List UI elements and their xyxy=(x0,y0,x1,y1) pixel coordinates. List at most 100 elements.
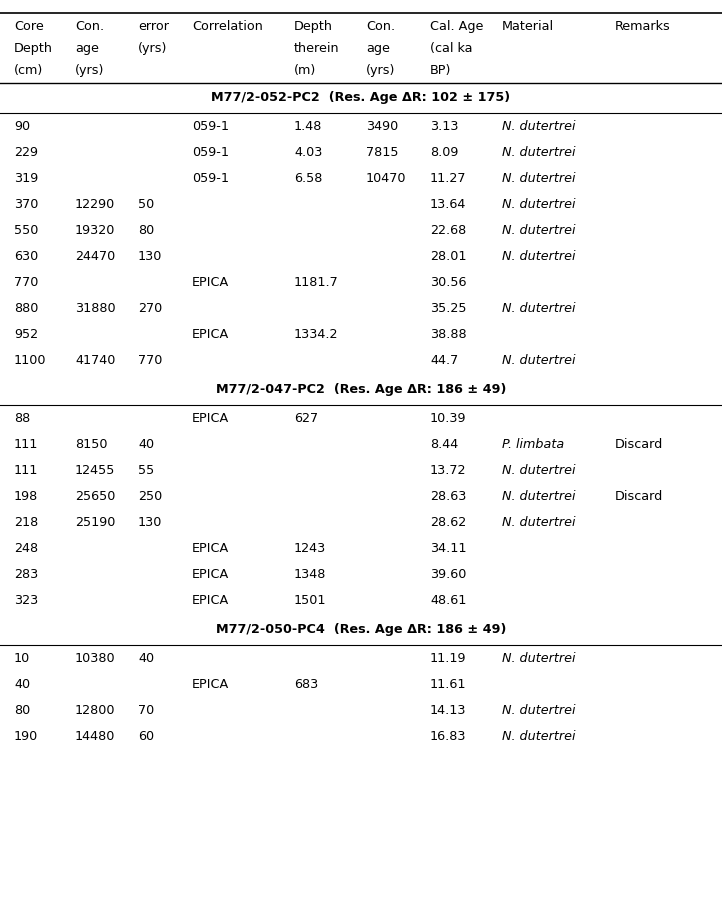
Text: N. dutertrei: N. dutertrei xyxy=(502,463,575,477)
Text: Remarks: Remarks xyxy=(615,20,671,33)
Text: 11.27: 11.27 xyxy=(430,172,466,185)
Text: 50: 50 xyxy=(138,198,155,210)
Text: 1243: 1243 xyxy=(294,542,326,554)
Text: 12800: 12800 xyxy=(75,703,116,716)
Text: 10: 10 xyxy=(14,651,30,665)
Text: age: age xyxy=(75,42,99,55)
Text: 10.39: 10.39 xyxy=(430,412,466,424)
Text: (cm): (cm) xyxy=(14,64,43,77)
Text: 3.13: 3.13 xyxy=(430,120,458,133)
Text: 88: 88 xyxy=(14,412,30,424)
Text: 14480: 14480 xyxy=(75,730,116,742)
Text: 25650: 25650 xyxy=(75,489,116,502)
Text: 880: 880 xyxy=(14,302,38,314)
Text: 19320: 19320 xyxy=(75,224,116,237)
Text: Discard: Discard xyxy=(615,489,664,502)
Text: N. dutertrei: N. dutertrei xyxy=(502,198,575,210)
Text: Material: Material xyxy=(502,20,554,33)
Text: EPICA: EPICA xyxy=(192,677,230,690)
Text: 059-1: 059-1 xyxy=(192,146,229,159)
Text: 44.7: 44.7 xyxy=(430,354,458,367)
Text: Con.: Con. xyxy=(366,20,395,33)
Text: therein: therein xyxy=(294,42,339,55)
Text: 34.11: 34.11 xyxy=(430,542,466,554)
Text: N. dutertrei: N. dutertrei xyxy=(502,703,575,716)
Text: 12455: 12455 xyxy=(75,463,116,477)
Text: 770: 770 xyxy=(14,275,38,289)
Text: 40: 40 xyxy=(138,438,154,451)
Text: 28.01: 28.01 xyxy=(430,250,466,263)
Text: 130: 130 xyxy=(138,516,162,528)
Text: 11.61: 11.61 xyxy=(430,677,466,690)
Text: 319: 319 xyxy=(14,172,38,185)
Text: 1348: 1348 xyxy=(294,567,326,581)
Text: 39.60: 39.60 xyxy=(430,567,466,581)
Text: 270: 270 xyxy=(138,302,162,314)
Text: 38.88: 38.88 xyxy=(430,328,466,340)
Text: 130: 130 xyxy=(138,250,162,263)
Text: 952: 952 xyxy=(14,328,38,340)
Text: 40: 40 xyxy=(14,677,30,690)
Text: Depth: Depth xyxy=(14,42,53,55)
Text: N. dutertrei: N. dutertrei xyxy=(502,120,575,133)
Text: 1334.2: 1334.2 xyxy=(294,328,339,340)
Text: (cal ka: (cal ka xyxy=(430,42,472,55)
Text: 24470: 24470 xyxy=(75,250,116,263)
Text: M77/2-050-PC4  (Res. Age ΔR: 186 ± 49): M77/2-050-PC4 (Res. Age ΔR: 186 ± 49) xyxy=(216,622,506,636)
Text: N. dutertrei: N. dutertrei xyxy=(502,172,575,185)
Text: EPICA: EPICA xyxy=(192,542,230,554)
Text: 1181.7: 1181.7 xyxy=(294,275,339,289)
Text: 30.56: 30.56 xyxy=(430,275,466,289)
Text: 323: 323 xyxy=(14,593,38,606)
Text: 630: 630 xyxy=(14,250,38,263)
Text: 3490: 3490 xyxy=(366,120,399,133)
Text: N. dutertrei: N. dutertrei xyxy=(502,302,575,314)
Text: N. dutertrei: N. dutertrei xyxy=(502,250,575,263)
Text: 8.09: 8.09 xyxy=(430,146,458,159)
Text: 40: 40 xyxy=(138,651,154,665)
Text: Con.: Con. xyxy=(75,20,104,33)
Text: BP): BP) xyxy=(430,64,451,77)
Text: 1.48: 1.48 xyxy=(294,120,323,133)
Text: 13.64: 13.64 xyxy=(430,198,466,210)
Text: 283: 283 xyxy=(14,567,38,581)
Text: 14.13: 14.13 xyxy=(430,703,466,716)
Text: 10470: 10470 xyxy=(366,172,406,185)
Text: error: error xyxy=(138,20,169,33)
Text: 4.03: 4.03 xyxy=(294,146,323,159)
Text: 683: 683 xyxy=(294,677,318,690)
Text: 22.68: 22.68 xyxy=(430,224,466,237)
Text: 111: 111 xyxy=(14,438,38,451)
Text: Correlation: Correlation xyxy=(192,20,263,33)
Text: 248: 248 xyxy=(14,542,38,554)
Text: 8150: 8150 xyxy=(75,438,108,451)
Text: 10380: 10380 xyxy=(75,651,116,665)
Text: N. dutertrei: N. dutertrei xyxy=(502,516,575,528)
Text: 12290: 12290 xyxy=(75,198,116,210)
Text: (yrs): (yrs) xyxy=(366,64,396,77)
Text: N. dutertrei: N. dutertrei xyxy=(502,224,575,237)
Text: (yrs): (yrs) xyxy=(75,64,105,77)
Text: 35.25: 35.25 xyxy=(430,302,466,314)
Text: 11.19: 11.19 xyxy=(430,651,466,665)
Text: (yrs): (yrs) xyxy=(138,42,168,55)
Text: Core: Core xyxy=(14,20,44,33)
Text: Depth: Depth xyxy=(294,20,333,33)
Text: 7815: 7815 xyxy=(366,146,399,159)
Text: 16.83: 16.83 xyxy=(430,730,466,742)
Text: N. dutertrei: N. dutertrei xyxy=(502,730,575,742)
Text: 770: 770 xyxy=(138,354,162,367)
Text: N. dutertrei: N. dutertrei xyxy=(502,354,575,367)
Text: 1100: 1100 xyxy=(14,354,46,367)
Text: N. dutertrei: N. dutertrei xyxy=(502,146,575,159)
Text: 70: 70 xyxy=(138,703,155,716)
Text: 13.72: 13.72 xyxy=(430,463,466,477)
Text: EPICA: EPICA xyxy=(192,567,230,581)
Text: 627: 627 xyxy=(294,412,318,424)
Text: EPICA: EPICA xyxy=(192,328,230,340)
Text: 80: 80 xyxy=(14,703,30,716)
Text: 111: 111 xyxy=(14,463,38,477)
Text: 28.62: 28.62 xyxy=(430,516,466,528)
Text: 059-1: 059-1 xyxy=(192,120,229,133)
Text: 198: 198 xyxy=(14,489,38,502)
